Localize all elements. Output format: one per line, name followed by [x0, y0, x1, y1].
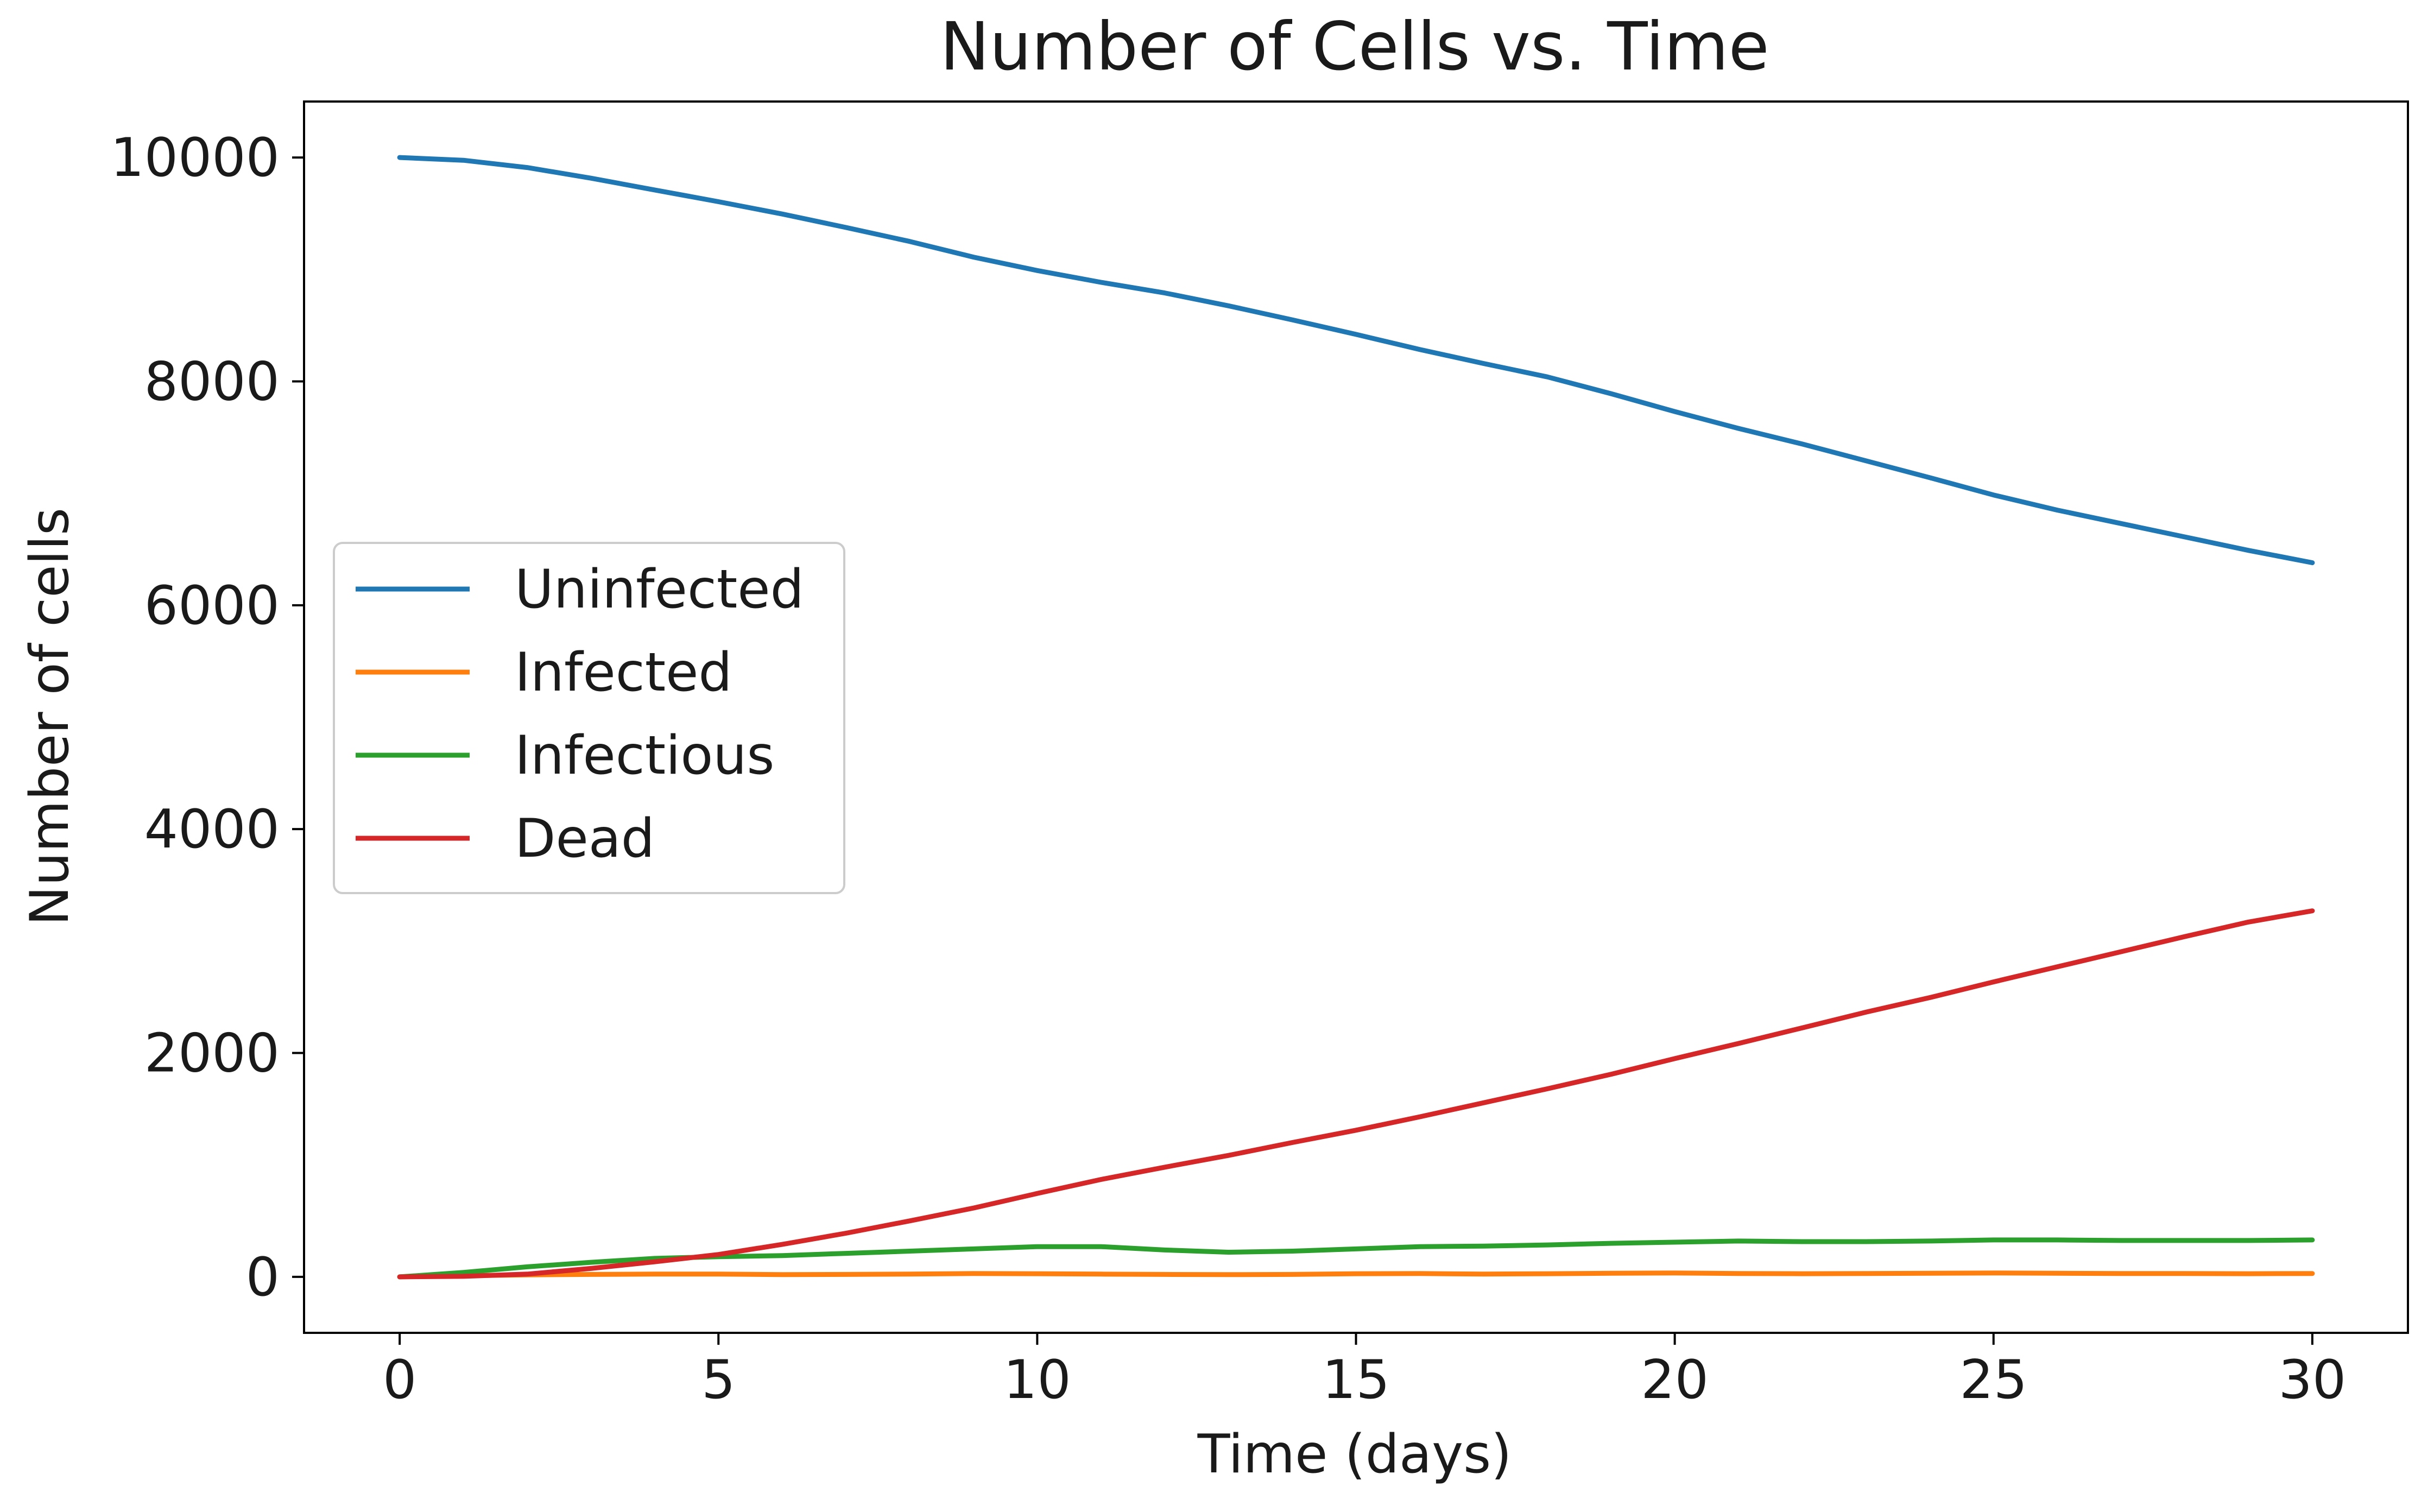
series-line-uninfected	[397, 155, 2315, 565]
series-line-infected	[397, 1270, 2315, 1280]
legend-box	[333, 542, 845, 894]
y-axis-label: Number of cells	[19, 508, 81, 926]
x-tick-label: 10	[1003, 1349, 1071, 1411]
legend-label-infected: Infected	[515, 642, 732, 704]
legend-label-uninfected: Uninfected	[515, 559, 804, 621]
x-tick-label: 20	[1641, 1349, 1709, 1411]
legend-label-infectious: Infectious	[515, 725, 774, 787]
chart-title: Number of Cells vs. Time	[940, 8, 1769, 85]
legend-label-dead: Dead	[515, 808, 655, 870]
x-tick-label: 5	[701, 1349, 735, 1411]
y-tick-label: 0	[246, 1247, 280, 1308]
legend: Uninfected Infected Infectious Dead	[333, 542, 845, 894]
series-line-dead	[397, 908, 2315, 1280]
x-tick-label: 30	[2279, 1349, 2347, 1411]
y-tick-label: 6000	[144, 575, 280, 637]
y-tick-label: 10000	[110, 127, 280, 189]
y-tick-label: 4000	[144, 799, 280, 861]
y-tick-label: 2000	[144, 1023, 280, 1085]
x-tick-label: 15	[1322, 1349, 1390, 1411]
x-axis-label: Time (days)	[1197, 1424, 1512, 1485]
x-tick-label: 0	[383, 1349, 416, 1411]
y-tick-label: 8000	[144, 351, 280, 413]
plot-area: 0 5 10 15 20 25 30 0 2000 4000 6000 8000 10000	[110, 100, 2409, 1411]
x-tick-label: 25	[1959, 1349, 2027, 1411]
